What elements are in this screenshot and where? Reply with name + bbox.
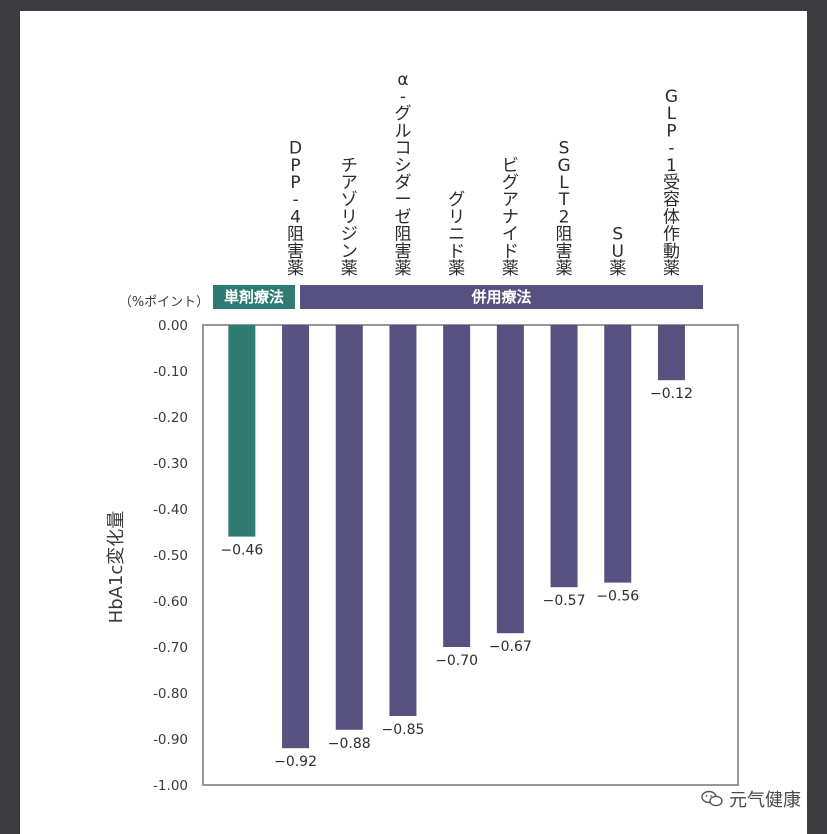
category-label: D P P -4 阻害薬 (287, 139, 304, 279)
y-tick-label: -0.20 (153, 410, 188, 426)
category-label: G L P -1 受容体作動薬 (663, 87, 680, 279)
y-tick-label: -0.60 (153, 594, 188, 610)
group-header-label: 併用療法 (470, 288, 531, 306)
y-tick-label: -0.10 (153, 364, 188, 380)
category-label: チアゾリジン薬 (341, 156, 358, 279)
chart-card: 0.00 -0.10 -0.20 -0.30 -0.40 -0.50 -0.60 -0.70 -… (20, 11, 807, 834)
data-label: −0.46 (220, 543, 263, 559)
y-tick-label: -0.80 (153, 686, 188, 702)
bar (604, 325, 632, 583)
y-tick-label: -0.40 (153, 502, 188, 518)
wechat-icon (701, 790, 723, 807)
data-label: −0.57 (543, 593, 586, 609)
bar (335, 325, 363, 730)
bar (228, 325, 256, 537)
data-label: −0.70 (435, 653, 478, 669)
y-tick-label: -0.30 (153, 456, 188, 472)
unit-label: （%ポイント） (119, 295, 209, 310)
y-tick-label: -0.50 (153, 548, 188, 564)
bar (389, 325, 417, 716)
category-label: S G L T 2 阻害薬 (556, 139, 573, 279)
bar (282, 325, 310, 749)
data-label: −0.12 (650, 386, 693, 402)
watermark: 元气健康 (701, 786, 801, 812)
data-label: −0.56 (596, 589, 639, 605)
bar (550, 325, 578, 588)
plot-frame (202, 324, 739, 786)
bar (496, 325, 524, 634)
watermark-text: 元气健康 (729, 790, 801, 811)
data-label: −0.92 (274, 754, 317, 770)
y-axis-label: HbA1c変化量 (106, 511, 127, 624)
group-header-bar (213, 285, 295, 309)
y-tick-label: -0.90 (153, 732, 188, 748)
bar (657, 325, 685, 381)
data-label: −0.88 (328, 736, 371, 752)
y-tick-label: -0.70 (153, 640, 188, 656)
y-tick-label: -1.00 (153, 778, 188, 794)
category-label: ビグアナイド薬 (502, 156, 519, 279)
data-label: −0.67 (489, 639, 532, 655)
category-label: グリニド薬 (448, 190, 465, 279)
bar-chart: 0.00 -0.10 -0.20 -0.30 -0.40 -0.50 -0.60 -0.70 -… (106, 70, 739, 794)
category-label: α -グルコシダーゼ阻害薬 (394, 70, 411, 279)
bar (443, 325, 471, 647)
group-header-bar (300, 285, 703, 309)
group-header-label: 単剤療法 (224, 288, 284, 306)
data-label: −0.85 (381, 722, 424, 738)
y-tick-label: 0.00 (158, 318, 188, 334)
